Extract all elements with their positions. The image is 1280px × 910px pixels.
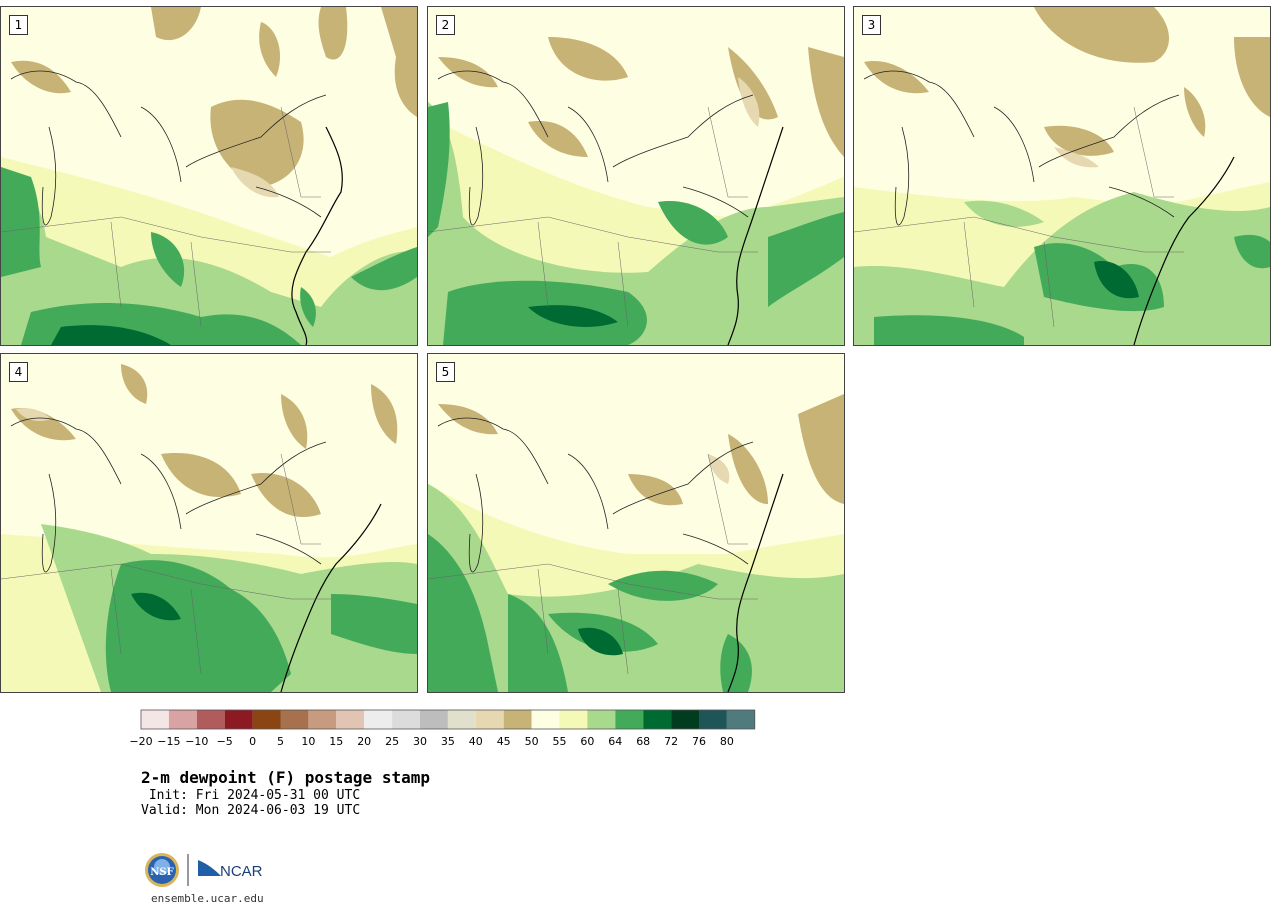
colorbar-tick-label: 50	[525, 735, 539, 748]
colorbar-tick-label: 40	[469, 735, 483, 748]
chart-title: 2-m dewpoint (F) postage stamp	[141, 768, 430, 787]
colorbar-swatch	[280, 710, 309, 729]
init-time: Init: Fri 2024-05-31 00 UTC	[141, 788, 361, 803]
colorbar-tick-label: 45	[497, 735, 511, 748]
colorbar-swatch	[587, 710, 616, 729]
colorbar-swatch	[392, 710, 420, 729]
colorbar-tick-label: 25	[385, 735, 399, 748]
colorbar-outline	[140, 709, 756, 730]
colorbar-legend: −20 −15 −10 −5 0 5 10 15 20 25 30 35 40 45 50 55 60 64 68 7…	[130, 709, 756, 748]
colorbar-swatch	[336, 710, 365, 729]
colorbar-swatch	[224, 710, 253, 729]
colorbar-tick-label: 5	[277, 735, 284, 748]
member-label: 5	[436, 362, 455, 382]
colorbar-swatch	[699, 710, 727, 729]
colorbar-swatch	[141, 710, 169, 729]
colorbar-swatch	[308, 710, 337, 729]
member-panel-2: 2	[427, 6, 845, 346]
colorbar-tick-label: 64	[608, 735, 622, 748]
colorbar-tick-label: 35	[441, 735, 455, 748]
member-panel-5: 5	[427, 353, 845, 693]
member-panel-3: 3	[853, 6, 1271, 346]
colorbar-swatch	[420, 710, 448, 729]
member-panel-4: 4	[0, 353, 418, 693]
colorbar-swatch	[726, 710, 755, 729]
colorbar-swatch	[168, 710, 197, 729]
colorbar-tick-label: 10	[301, 735, 315, 748]
colorbar-swatch	[615, 710, 644, 729]
member-label: 4	[9, 362, 28, 382]
colorbar-tick-label: 20	[357, 735, 371, 748]
nsf-text: NSF	[150, 867, 173, 878]
member-label: 2	[436, 15, 455, 35]
colorbar-swatch	[475, 710, 504, 729]
colorbar-tick-label: 72	[664, 735, 678, 748]
footer-url: ensemble.ucar.edu	[151, 892, 264, 905]
colorbar-tick-label: 80	[720, 735, 734, 748]
dewpoint-map-1	[1, 7, 417, 345]
colorbar-swatch	[671, 710, 699, 729]
nsf-ncar-logo: NSF NCAR	[145, 853, 263, 887]
valid-time: Valid: Mon 2024-06-03 19 UTC	[141, 803, 361, 818]
colorbar-tick-label: 60	[580, 735, 594, 748]
colorbar-tick-label: −5	[217, 735, 233, 748]
title-block: 2-m dewpoint (F) postage stamp Init: Fri…	[141, 768, 430, 818]
colorbar-swatch	[503, 710, 532, 729]
nsf-seal-icon: NSF	[145, 853, 179, 887]
colorbar-swatch	[252, 710, 281, 729]
colorbar-tick-label: −20	[130, 735, 153, 748]
colorbar-tick-label: 55	[553, 735, 567, 748]
dewpoint-map-3	[854, 7, 1270, 345]
colorbar-swatch	[447, 710, 476, 729]
colorbar-tick-label: −15	[157, 735, 180, 748]
colorbar-tick-label: 0	[249, 735, 256, 748]
colorbar-swatch	[196, 710, 225, 729]
ncar-icon: NCAR	[198, 860, 263, 880]
colorbar-tick-label: 76	[692, 735, 706, 748]
colorbar-tick-label: 68	[636, 735, 650, 748]
colorbar-swatch	[643, 710, 672, 729]
dewpoint-map-2	[428, 7, 844, 345]
colorbar-tick-label: 15	[329, 735, 343, 748]
colorbar-tick-label: −10	[185, 735, 208, 748]
member-panel-1: 1	[0, 6, 418, 346]
colorbar-swatch	[364, 710, 393, 729]
colorbar-tick-label: 30	[413, 735, 427, 748]
ncar-text: NCAR	[220, 863, 263, 880]
colorbar-swatch	[559, 710, 588, 729]
dewpoint-map-4	[1, 354, 417, 692]
colorbar-swatch	[531, 710, 560, 729]
dewpoint-map-5	[428, 354, 844, 692]
member-label: 1	[9, 15, 28, 35]
member-label: 3	[862, 15, 881, 35]
